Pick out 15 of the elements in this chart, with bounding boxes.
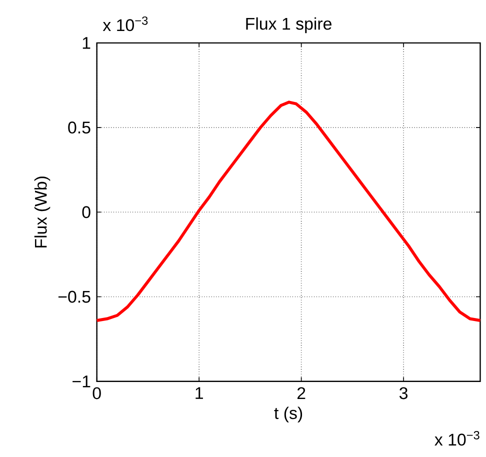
- x-tick-label: 1: [196, 387, 203, 399]
- text: x 10$^{−3}$: [434, 430, 480, 446]
- y-tick-label: −1: [72, 375, 90, 388]
- y-tick-label: 1: [82, 36, 90, 49]
- chart-title: Flux 1 spire: [246, 17, 332, 33]
- x-tick-label: 0: [92, 387, 101, 400]
- y-tick-label: 0.5: [68, 121, 90, 134]
- line-series: [95, 100, 482, 322]
- text: x 10$^{−3}$: [102, 16, 148, 32]
- x-tick-label: 3: [399, 387, 408, 400]
- y-tick-label: −0.5: [58, 290, 90, 303]
- y-axis-title: Flux (Wb): [34, 176, 50, 248]
- x-axis-title: t (s): [274, 406, 302, 422]
- x-tick-label: 2: [297, 387, 306, 399]
- y-tick-label: 0: [82, 206, 90, 218]
